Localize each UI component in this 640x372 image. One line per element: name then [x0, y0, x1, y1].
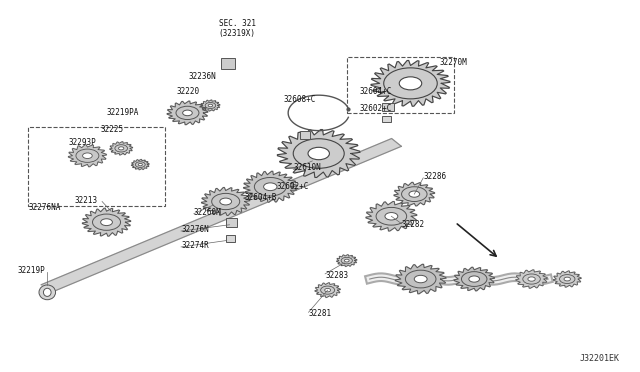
Text: 32281: 32281 — [308, 309, 332, 318]
Polygon shape — [41, 138, 401, 292]
Text: J32201EK: J32201EK — [579, 354, 620, 363]
Text: 32293P: 32293P — [68, 138, 96, 147]
Bar — [28, 127, 165, 206]
Circle shape — [176, 106, 199, 119]
Bar — [226, 218, 237, 227]
Text: 32604+C: 32604+C — [360, 87, 392, 96]
Circle shape — [399, 77, 422, 90]
Circle shape — [182, 110, 192, 116]
Circle shape — [93, 214, 120, 230]
Text: 32602+C: 32602+C — [360, 105, 392, 113]
Text: 32610N: 32610N — [293, 163, 321, 173]
Circle shape — [321, 286, 335, 294]
Circle shape — [220, 198, 232, 205]
Text: SEC. 321
(32319X): SEC. 321 (32319X) — [219, 19, 255, 38]
Text: 32282: 32282 — [401, 220, 425, 230]
Text: 32283: 32283 — [325, 270, 348, 280]
Polygon shape — [516, 270, 547, 288]
Circle shape — [208, 104, 212, 107]
Text: 32286: 32286 — [423, 172, 446, 182]
Circle shape — [100, 219, 113, 225]
Bar — [383, 103, 394, 112]
Circle shape — [559, 275, 575, 283]
Circle shape — [308, 147, 330, 160]
Polygon shape — [337, 255, 357, 266]
Circle shape — [118, 147, 124, 150]
Bar — [383, 116, 392, 122]
Text: 32260M: 32260M — [194, 208, 221, 217]
Circle shape — [376, 208, 406, 225]
Polygon shape — [315, 283, 340, 298]
Circle shape — [528, 277, 535, 281]
Text: 32213: 32213 — [75, 196, 98, 205]
Text: 32276N: 32276N — [181, 225, 209, 234]
Circle shape — [523, 274, 540, 284]
Text: 32276NA: 32276NA — [28, 203, 61, 212]
Polygon shape — [277, 129, 360, 177]
Polygon shape — [371, 61, 450, 106]
Circle shape — [405, 270, 436, 288]
Circle shape — [205, 102, 216, 109]
Ellipse shape — [44, 288, 51, 296]
Polygon shape — [68, 145, 106, 167]
Circle shape — [254, 177, 286, 196]
Circle shape — [115, 145, 127, 152]
Polygon shape — [553, 271, 581, 287]
Circle shape — [324, 288, 331, 292]
Polygon shape — [366, 202, 417, 231]
Circle shape — [136, 162, 145, 167]
Text: 32225: 32225 — [100, 125, 124, 134]
Circle shape — [385, 212, 398, 220]
Polygon shape — [201, 100, 220, 111]
Text: 32608+C: 32608+C — [283, 95, 316, 104]
Ellipse shape — [39, 285, 56, 300]
Circle shape — [212, 193, 240, 210]
Bar — [347, 57, 454, 113]
Text: 32602+C: 32602+C — [276, 182, 309, 191]
Polygon shape — [202, 187, 250, 215]
Circle shape — [469, 276, 479, 282]
Polygon shape — [244, 171, 297, 202]
Circle shape — [409, 191, 420, 197]
Circle shape — [384, 68, 437, 99]
Text: 32219P: 32219P — [17, 266, 45, 275]
Circle shape — [76, 149, 99, 162]
Text: 32220: 32220 — [177, 87, 200, 96]
Bar — [300, 131, 310, 139]
Text: 32604+B: 32604+B — [245, 193, 277, 202]
Polygon shape — [394, 182, 435, 206]
Bar — [226, 235, 235, 242]
Polygon shape — [454, 267, 495, 291]
Circle shape — [461, 272, 487, 286]
Text: 32219PA: 32219PA — [106, 108, 139, 117]
Circle shape — [264, 183, 277, 190]
Text: 32236N: 32236N — [188, 72, 216, 81]
Polygon shape — [131, 160, 149, 170]
Bar — [221, 58, 235, 68]
Circle shape — [83, 153, 92, 158]
Polygon shape — [396, 264, 446, 294]
Circle shape — [293, 139, 344, 168]
Text: 32274R: 32274R — [181, 241, 209, 250]
Circle shape — [138, 163, 142, 166]
Circle shape — [344, 259, 349, 262]
Text: 32270M: 32270M — [440, 58, 468, 67]
Circle shape — [414, 275, 427, 283]
Circle shape — [341, 257, 353, 264]
Polygon shape — [83, 208, 131, 236]
Circle shape — [564, 277, 570, 281]
Polygon shape — [109, 142, 132, 155]
Circle shape — [401, 187, 427, 202]
Polygon shape — [167, 101, 208, 125]
